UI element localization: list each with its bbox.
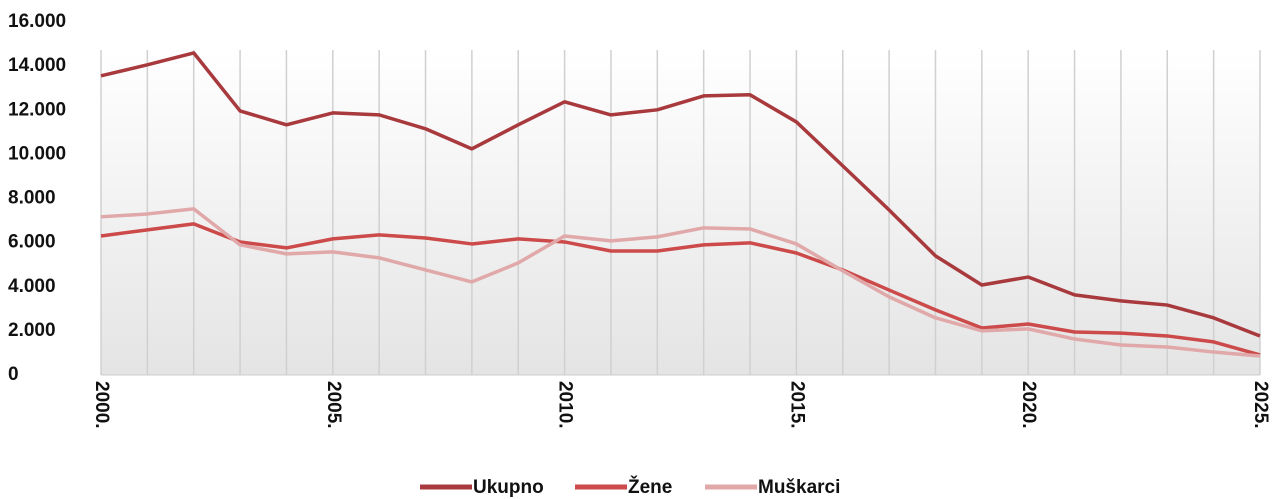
x-tick-label: 2005.: [323, 381, 344, 429]
series-line: [100, 51, 1261, 338]
y-tick-label: 12.000: [8, 99, 66, 120]
y-tick-label: 14.000: [8, 55, 66, 76]
y-tick-label: 10.000: [8, 143, 66, 164]
x-tick-label: 2015.: [786, 381, 807, 429]
legend-label: Ukupno: [473, 477, 544, 498]
y-tick-label: 6.000: [8, 232, 56, 253]
y-tick-label: 0: [8, 364, 19, 385]
x-tick-label: 2000.: [91, 381, 112, 429]
x-tick-label: 2020.: [1018, 381, 1039, 429]
legend-label: Žene: [628, 476, 672, 498]
x-tick-label: 2010.: [555, 381, 576, 429]
plot-background: [101, 50, 1260, 375]
y-tick-label: 16.000: [8, 11, 66, 32]
y-tick-label: 4.000: [8, 276, 56, 297]
y-tick-label: 2.000: [8, 320, 56, 341]
series-line: [100, 207, 1261, 358]
series-line: [100, 222, 1261, 357]
legend-label: Muškarci: [758, 477, 840, 498]
x-tick-label: 2025.: [1250, 381, 1271, 429]
y-tick-label: 8.000: [8, 188, 56, 209]
